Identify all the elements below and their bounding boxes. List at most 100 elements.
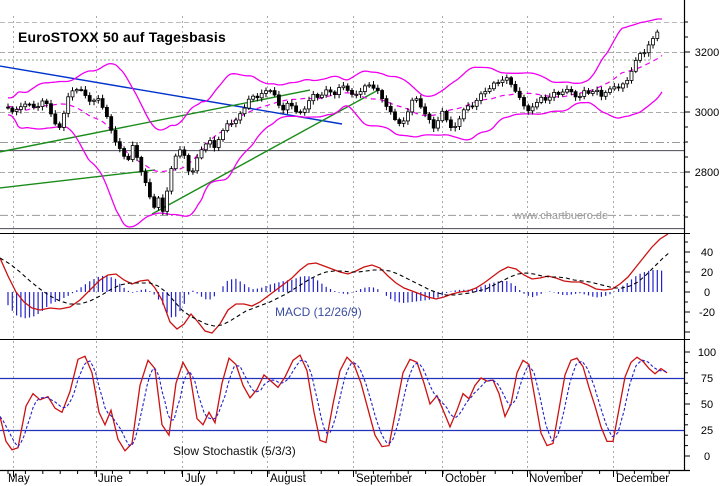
candle-down	[212, 140, 217, 148]
candle-down	[423, 106, 428, 115]
candle-up	[612, 86, 617, 90]
candle-down	[470, 105, 475, 108]
candle-down	[522, 97, 526, 107]
candle-down	[371, 84, 376, 89]
candle-down	[569, 89, 574, 93]
candle-down	[509, 77, 514, 85]
candle-up	[496, 82, 501, 84]
candle-up	[539, 96, 544, 103]
candle-down	[53, 113, 58, 125]
candle-up	[173, 155, 178, 170]
candle-down	[526, 105, 531, 112]
candle-up	[621, 83, 625, 89]
candle-down	[105, 107, 109, 118]
candle-down	[315, 94, 320, 98]
macd-line	[0, 234, 669, 334]
candle-down	[109, 116, 114, 131]
chart-title: EuroSTOXX 50 auf Tagesbasis	[18, 29, 226, 45]
candle-up	[638, 53, 642, 61]
candle-up	[74, 89, 79, 92]
candle-up	[440, 110, 445, 122]
candle-up	[96, 98, 101, 101]
candle-up	[595, 89, 599, 93]
candle-up	[251, 95, 256, 100]
candle-up	[410, 99, 415, 113]
month-label: October	[445, 473, 486, 485]
candle-up	[479, 93, 483, 101]
candle-up	[466, 105, 471, 111]
y-tick-label: 75	[701, 373, 713, 385]
candle-up	[642, 52, 647, 55]
candle-up	[358, 91, 363, 95]
candle-up	[195, 157, 200, 172]
candle-up	[504, 77, 509, 81]
candle-up	[225, 123, 230, 131]
candle-up	[36, 106, 40, 108]
candle-down	[298, 111, 303, 114]
candle-up	[578, 96, 582, 98]
candle-up	[625, 80, 630, 85]
support-green-long	[0, 89, 311, 153]
candle-series	[6, 29, 660, 216]
candle-down	[586, 90, 591, 94]
candle-up	[66, 96, 71, 114]
candle-up	[362, 85, 367, 93]
candle-down	[397, 119, 402, 124]
candle-down	[135, 145, 139, 158]
candle-up	[70, 90, 75, 98]
candle-down	[83, 89, 88, 96]
candle-up	[341, 85, 346, 89]
candle-up	[221, 130, 225, 141]
macd-indicator-label: MACD (12/26/9)	[275, 305, 362, 319]
candle-down	[276, 94, 281, 106]
support-green-low	[0, 169, 156, 189]
candle-down	[328, 89, 333, 93]
candle-up	[190, 170, 195, 173]
candle-up	[436, 120, 440, 129]
candle-up	[165, 190, 170, 212]
candle-up	[23, 103, 28, 108]
candle-down	[573, 91, 578, 98]
stoch-k-line	[0, 354, 668, 452]
y-tick-label: 0	[704, 287, 710, 299]
candle-up	[530, 106, 535, 112]
candle-up	[590, 91, 595, 94]
candle-up	[500, 79, 505, 83]
candle-down	[122, 148, 126, 157]
candle-down	[294, 105, 299, 113]
candle-up	[242, 107, 247, 115]
month-label: September	[356, 473, 412, 485]
candle-down	[57, 123, 62, 128]
candle-up	[547, 96, 552, 101]
candle-up	[40, 100, 45, 107]
candle-up	[457, 118, 462, 127]
candle-up	[229, 123, 234, 125]
candle-down	[117, 141, 122, 149]
candle-down	[27, 103, 32, 106]
candle-down	[152, 196, 157, 208]
candle-up	[483, 91, 488, 95]
stoch-d-line	[0, 359, 667, 448]
candle-down	[393, 111, 397, 121]
candle-down	[375, 87, 380, 91]
candle-down	[599, 89, 604, 97]
month-label: December	[616, 473, 669, 485]
candle-down	[87, 95, 92, 102]
candle-up	[633, 60, 638, 72]
candle-down	[272, 90, 277, 96]
candle-down	[543, 96, 548, 101]
candle-down	[513, 84, 518, 92]
candle-down	[448, 119, 453, 129]
candle-down	[388, 106, 393, 113]
candle-down	[350, 90, 354, 95]
candle-down	[139, 156, 144, 173]
watermark: www.chartbuero.de	[514, 210, 609, 222]
candle-up	[487, 88, 492, 92]
candle-down	[431, 119, 436, 129]
candle-up	[130, 145, 135, 160]
candle-down	[418, 98, 423, 108]
bollinger-upper-band	[7, 18, 662, 131]
candle-up	[491, 82, 496, 90]
candle-down	[255, 95, 260, 99]
